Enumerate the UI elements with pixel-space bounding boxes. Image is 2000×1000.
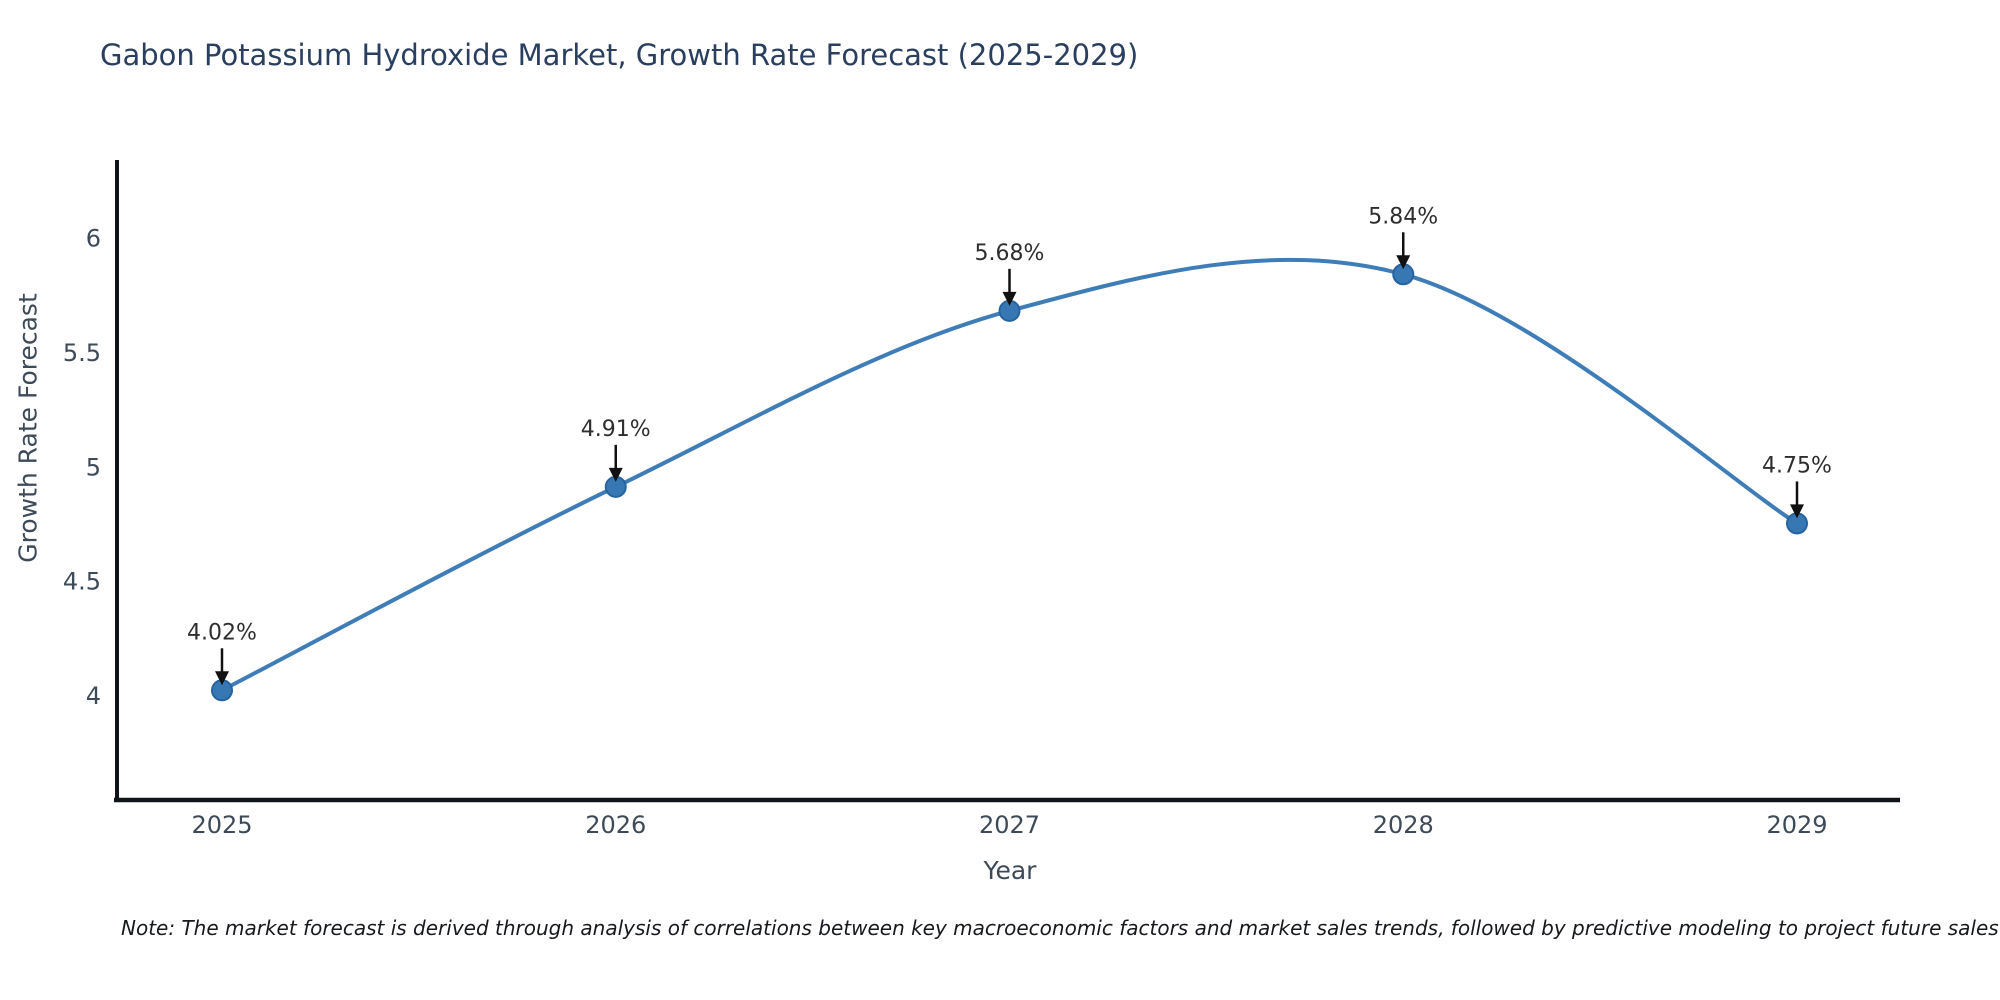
point-value-label: 4.91%: [581, 417, 651, 442]
x-axis-title: Year: [983, 856, 1037, 885]
x-tick-label: 2029: [1766, 811, 1827, 839]
point-value-label: 4.02%: [187, 620, 257, 645]
annotation-arrowhead-icon: [1002, 291, 1017, 306]
point-value-label: 5.84%: [1368, 204, 1438, 229]
y-tick-label: 5: [86, 453, 101, 481]
annotation-arrowhead-icon: [1396, 255, 1411, 270]
annotation-arrowhead-icon: [1790, 504, 1804, 519]
x-tick-label: 2028: [1373, 811, 1434, 839]
y-tick-label: 5.5: [63, 339, 101, 367]
x-tick-label: 2027: [979, 811, 1040, 839]
footnote: Note: The market forecast is derived thr…: [121, 916, 1999, 940]
y-axis-title: Growth Rate Forecast: [13, 293, 43, 563]
y-tick-label: 4.5: [63, 568, 101, 596]
x-tick-label: 2025: [191, 811, 252, 839]
forecast-line: [220, 257, 1799, 693]
y-tick-label: 4: [86, 682, 101, 710]
chart-title: Gabon Potassium Hydroxide Market, Growth…: [100, 38, 1139, 72]
y-tick-label: 6: [86, 225, 101, 253]
annotation-arrowhead-icon: [608, 467, 623, 482]
point-value-label: 4.75%: [1762, 453, 1832, 478]
x-tick-label: 2026: [585, 811, 646, 839]
annotation-arrowhead-icon: [215, 671, 229, 686]
point-value-label: 5.68%: [975, 241, 1045, 266]
